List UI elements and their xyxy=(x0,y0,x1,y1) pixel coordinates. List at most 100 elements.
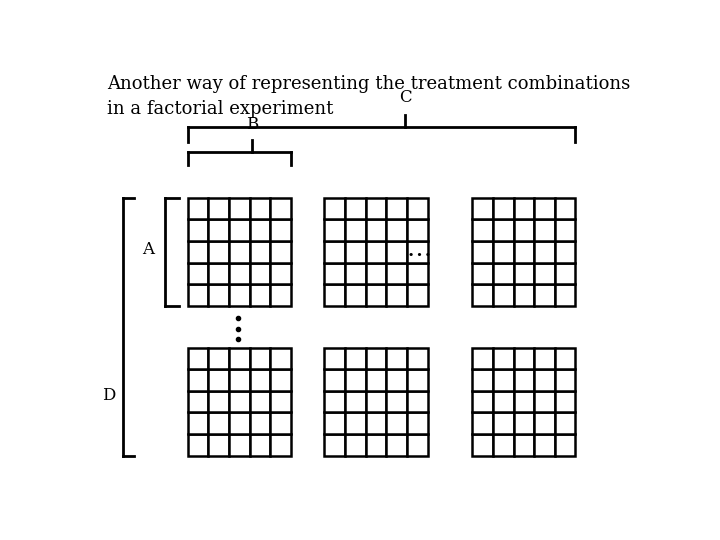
Bar xyxy=(493,263,513,285)
Bar xyxy=(534,241,555,263)
Bar xyxy=(345,263,366,285)
Text: Another way of representing the treatment combinations: Another way of representing the treatmen… xyxy=(107,75,630,93)
Bar xyxy=(324,391,345,413)
Bar xyxy=(513,369,534,391)
Bar xyxy=(555,391,575,413)
Bar xyxy=(407,434,428,456)
Bar xyxy=(472,241,493,263)
Bar xyxy=(270,413,291,434)
Bar xyxy=(270,263,291,285)
Bar xyxy=(270,434,291,456)
Bar xyxy=(472,263,493,285)
Bar xyxy=(555,198,575,219)
Bar xyxy=(208,434,229,456)
Text: …: … xyxy=(407,238,432,261)
Bar xyxy=(270,198,291,219)
Bar xyxy=(534,369,555,391)
Bar xyxy=(493,391,513,413)
Bar xyxy=(493,413,513,434)
Bar xyxy=(534,285,555,306)
Bar xyxy=(229,348,250,369)
Bar xyxy=(270,391,291,413)
Bar xyxy=(345,241,366,263)
Bar xyxy=(366,285,387,306)
Bar xyxy=(229,285,250,306)
Bar xyxy=(555,285,575,306)
Bar xyxy=(407,198,428,219)
Bar xyxy=(513,434,534,456)
Bar xyxy=(555,263,575,285)
Bar xyxy=(513,198,534,219)
Bar xyxy=(229,263,250,285)
Bar xyxy=(345,348,366,369)
Bar xyxy=(472,434,493,456)
Bar xyxy=(250,219,270,241)
Bar xyxy=(472,413,493,434)
Bar xyxy=(534,413,555,434)
Bar xyxy=(534,391,555,413)
Bar xyxy=(229,241,250,263)
Bar xyxy=(250,241,270,263)
Bar xyxy=(387,241,407,263)
Bar xyxy=(472,285,493,306)
Bar xyxy=(324,241,345,263)
Bar xyxy=(229,369,250,391)
Bar xyxy=(270,369,291,391)
Bar xyxy=(407,413,428,434)
Bar xyxy=(208,219,229,241)
Bar xyxy=(188,413,208,434)
Bar xyxy=(534,219,555,241)
Bar xyxy=(270,285,291,306)
Bar xyxy=(188,348,208,369)
Bar xyxy=(387,391,407,413)
Bar xyxy=(534,434,555,456)
Bar xyxy=(555,434,575,456)
Bar xyxy=(407,219,428,241)
Bar xyxy=(208,263,229,285)
Bar xyxy=(345,219,366,241)
Bar xyxy=(513,391,534,413)
Text: A: A xyxy=(142,241,154,258)
Bar xyxy=(387,348,407,369)
Bar xyxy=(208,391,229,413)
Bar xyxy=(407,391,428,413)
Bar xyxy=(407,263,428,285)
Bar xyxy=(250,369,270,391)
Bar xyxy=(387,198,407,219)
Bar xyxy=(229,198,250,219)
Bar xyxy=(493,241,513,263)
Bar xyxy=(250,263,270,285)
Bar xyxy=(324,413,345,434)
Bar xyxy=(366,219,387,241)
Bar xyxy=(208,241,229,263)
Bar xyxy=(407,285,428,306)
Bar xyxy=(229,413,250,434)
Bar xyxy=(493,434,513,456)
Bar xyxy=(188,219,208,241)
Bar xyxy=(387,285,407,306)
Bar xyxy=(229,391,250,413)
Bar xyxy=(345,434,366,456)
Bar xyxy=(345,413,366,434)
Bar xyxy=(472,369,493,391)
Bar xyxy=(534,348,555,369)
Bar xyxy=(366,263,387,285)
Bar xyxy=(493,219,513,241)
Bar xyxy=(534,263,555,285)
Bar xyxy=(188,263,208,285)
Bar xyxy=(513,263,534,285)
Bar xyxy=(387,413,407,434)
Bar xyxy=(472,391,493,413)
Bar xyxy=(208,413,229,434)
Bar xyxy=(366,241,387,263)
Bar xyxy=(324,369,345,391)
Bar xyxy=(366,413,387,434)
Bar xyxy=(366,198,387,219)
Bar xyxy=(188,198,208,219)
Bar xyxy=(366,348,387,369)
Bar xyxy=(324,263,345,285)
Bar xyxy=(407,241,428,263)
Bar xyxy=(513,413,534,434)
Bar xyxy=(555,348,575,369)
Bar xyxy=(493,285,513,306)
